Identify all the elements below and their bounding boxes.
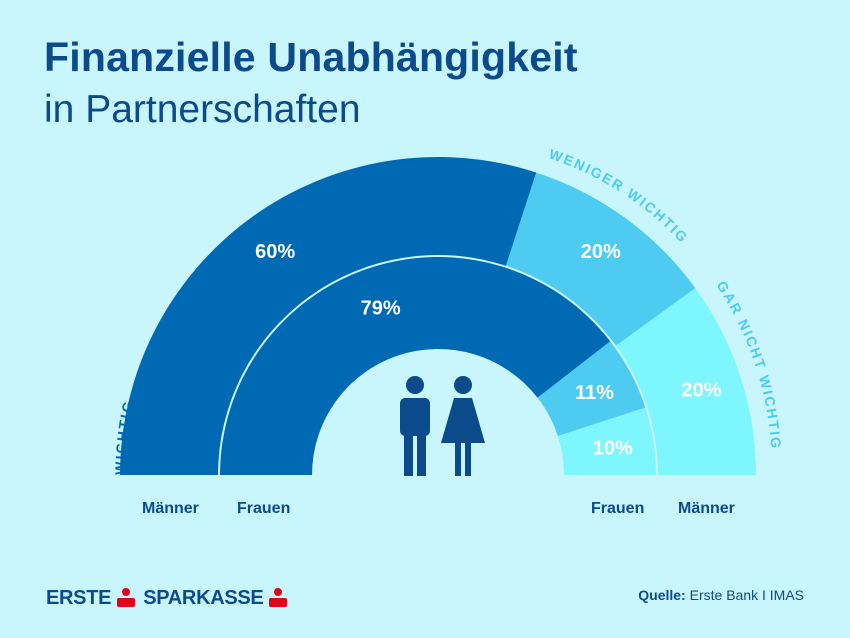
sparkasse-s-icon — [269, 588, 288, 607]
segment-frauen-2 — [557, 407, 656, 475]
value-label-frauen-0: 79% — [361, 298, 401, 320]
chart-value-labels: 60% 20% 20% 79% 11% 10% — [255, 241, 722, 459]
source-note: Quelle: Erste Bank I IMAS — [638, 587, 804, 603]
woman-icon — [441, 376, 485, 476]
value-label-frauen-1: 11% — [575, 382, 614, 404]
logo-text-erste: ERSTE — [46, 586, 112, 609]
label-frauen-right: Frauen — [591, 500, 645, 517]
label-frauen-left: Frauen — [237, 500, 291, 517]
label-maenner-right: Männer — [678, 500, 735, 517]
man-icon — [400, 376, 430, 476]
segment-männer-2 — [615, 288, 756, 475]
chart-title: Finanzielle Unabhängigkeit — [44, 34, 578, 80]
chart-segments — [120, 156, 756, 475]
segment-männer-0 — [120, 156, 537, 475]
segment-männer-1 — [505, 172, 696, 346]
value-label-männer-1: 20% — [581, 241, 621, 263]
value-label-männer-0: 60% — [255, 241, 295, 263]
value-label-frauen-2: 10% — [593, 437, 633, 459]
label-maenner-left: Männer — [142, 500, 199, 517]
sparkasse-s-icon — [117, 588, 136, 607]
chart-subtitle: in Partnerschaften — [44, 88, 361, 131]
value-label-männer-2: 20% — [681, 379, 721, 401]
erste-sparkasse-logo: ERSTE SPARKASSE — [46, 583, 291, 613]
logo-text-sparkasse: SPARKASSE — [143, 586, 264, 609]
segment-frauen-1 — [537, 341, 646, 437]
segment-frauen-0 — [220, 257, 611, 475]
source-text: Erste Bank I IMAS — [689, 587, 804, 603]
source-label: Quelle: — [638, 587, 686, 603]
